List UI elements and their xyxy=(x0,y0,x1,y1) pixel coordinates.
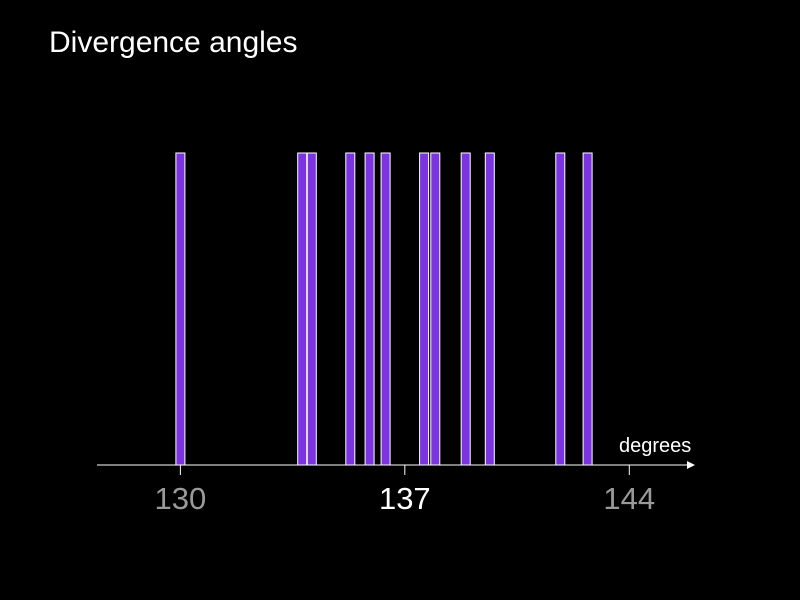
x-tick-label: 137 xyxy=(379,481,431,516)
angle-bar xyxy=(419,152,430,466)
x-ticks-group: 130 137 144 xyxy=(155,465,655,516)
angle-bar xyxy=(364,152,375,466)
angle-bar xyxy=(175,152,186,466)
bars-group xyxy=(175,152,593,466)
angle-bar xyxy=(430,152,441,466)
angle-bar xyxy=(297,152,308,466)
x-tick-label: 144 xyxy=(603,481,655,516)
angle-bar xyxy=(306,152,317,466)
angle-bar xyxy=(484,152,495,466)
angle-bar xyxy=(345,152,356,466)
angle-bar xyxy=(380,152,391,466)
angle-bar xyxy=(460,152,471,466)
angle-bar xyxy=(582,152,593,466)
x-axis-label: degrees xyxy=(619,435,691,457)
x-tick-label: 130 xyxy=(155,481,207,516)
angle-bar xyxy=(555,152,566,466)
page-title: Divergence angles xyxy=(49,26,298,59)
x-axis-arrowhead xyxy=(687,461,695,469)
